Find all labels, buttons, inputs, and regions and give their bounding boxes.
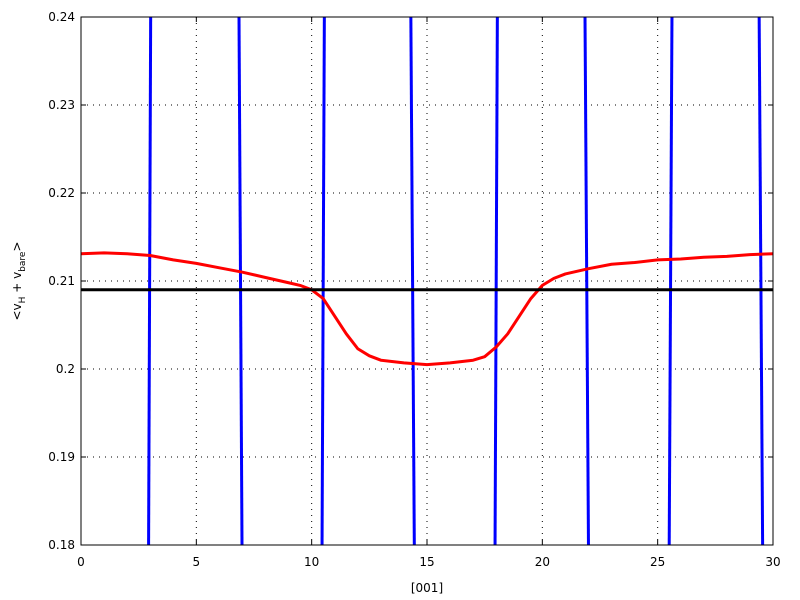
y-tick-label: 0.21 bbox=[48, 274, 75, 288]
red-series-line bbox=[81, 251, 773, 367]
x-tick-label: 25 bbox=[650, 555, 665, 569]
y-tick-label: 0.23 bbox=[48, 98, 75, 112]
blue-series-segment bbox=[237, 17, 244, 545]
x-tick-label: 0 bbox=[77, 555, 85, 569]
series-group bbox=[81, 17, 773, 545]
y-axis-label-middle: + v bbox=[10, 272, 24, 297]
ticks: 0 5 10 15 20 25 30 0.18 0.19 0.2 0.21 0.22 0.23 0.24 bbox=[48, 10, 780, 569]
x-tick-label: 10 bbox=[304, 555, 319, 569]
blue-series-segment bbox=[493, 17, 499, 545]
y-tick-label: 0.18 bbox=[48, 538, 75, 552]
y-axis-label: <vH + vbare> bbox=[10, 241, 28, 320]
x-tick-label: 5 bbox=[193, 555, 201, 569]
y-axis-label-sub2: bare bbox=[18, 251, 28, 272]
y-tick-label: 0.24 bbox=[48, 10, 75, 24]
blue-series-segment bbox=[409, 17, 416, 545]
y-tick-label: 0.19 bbox=[48, 450, 75, 464]
x-tick-label: 20 bbox=[535, 555, 550, 569]
blue-series-segment bbox=[757, 17, 765, 545]
y-axis-label-suffix: > bbox=[10, 241, 24, 251]
blue-series-segment bbox=[667, 17, 674, 545]
y-tick-label: 0.2 bbox=[56, 362, 75, 376]
y-tick-label: 0.22 bbox=[48, 186, 75, 200]
x-axis-label: [001] bbox=[411, 581, 443, 595]
grid bbox=[81, 17, 773, 545]
x-tick-label: 15 bbox=[419, 555, 434, 569]
blue-series-segment bbox=[320, 17, 326, 545]
y-axis-label-sub1: H bbox=[18, 297, 28, 304]
x-tick-label: 30 bbox=[765, 555, 780, 569]
y-axis-label-prefix: <v bbox=[10, 303, 24, 320]
blue-series-segment bbox=[147, 17, 153, 545]
blue-series-segment bbox=[583, 17, 590, 545]
